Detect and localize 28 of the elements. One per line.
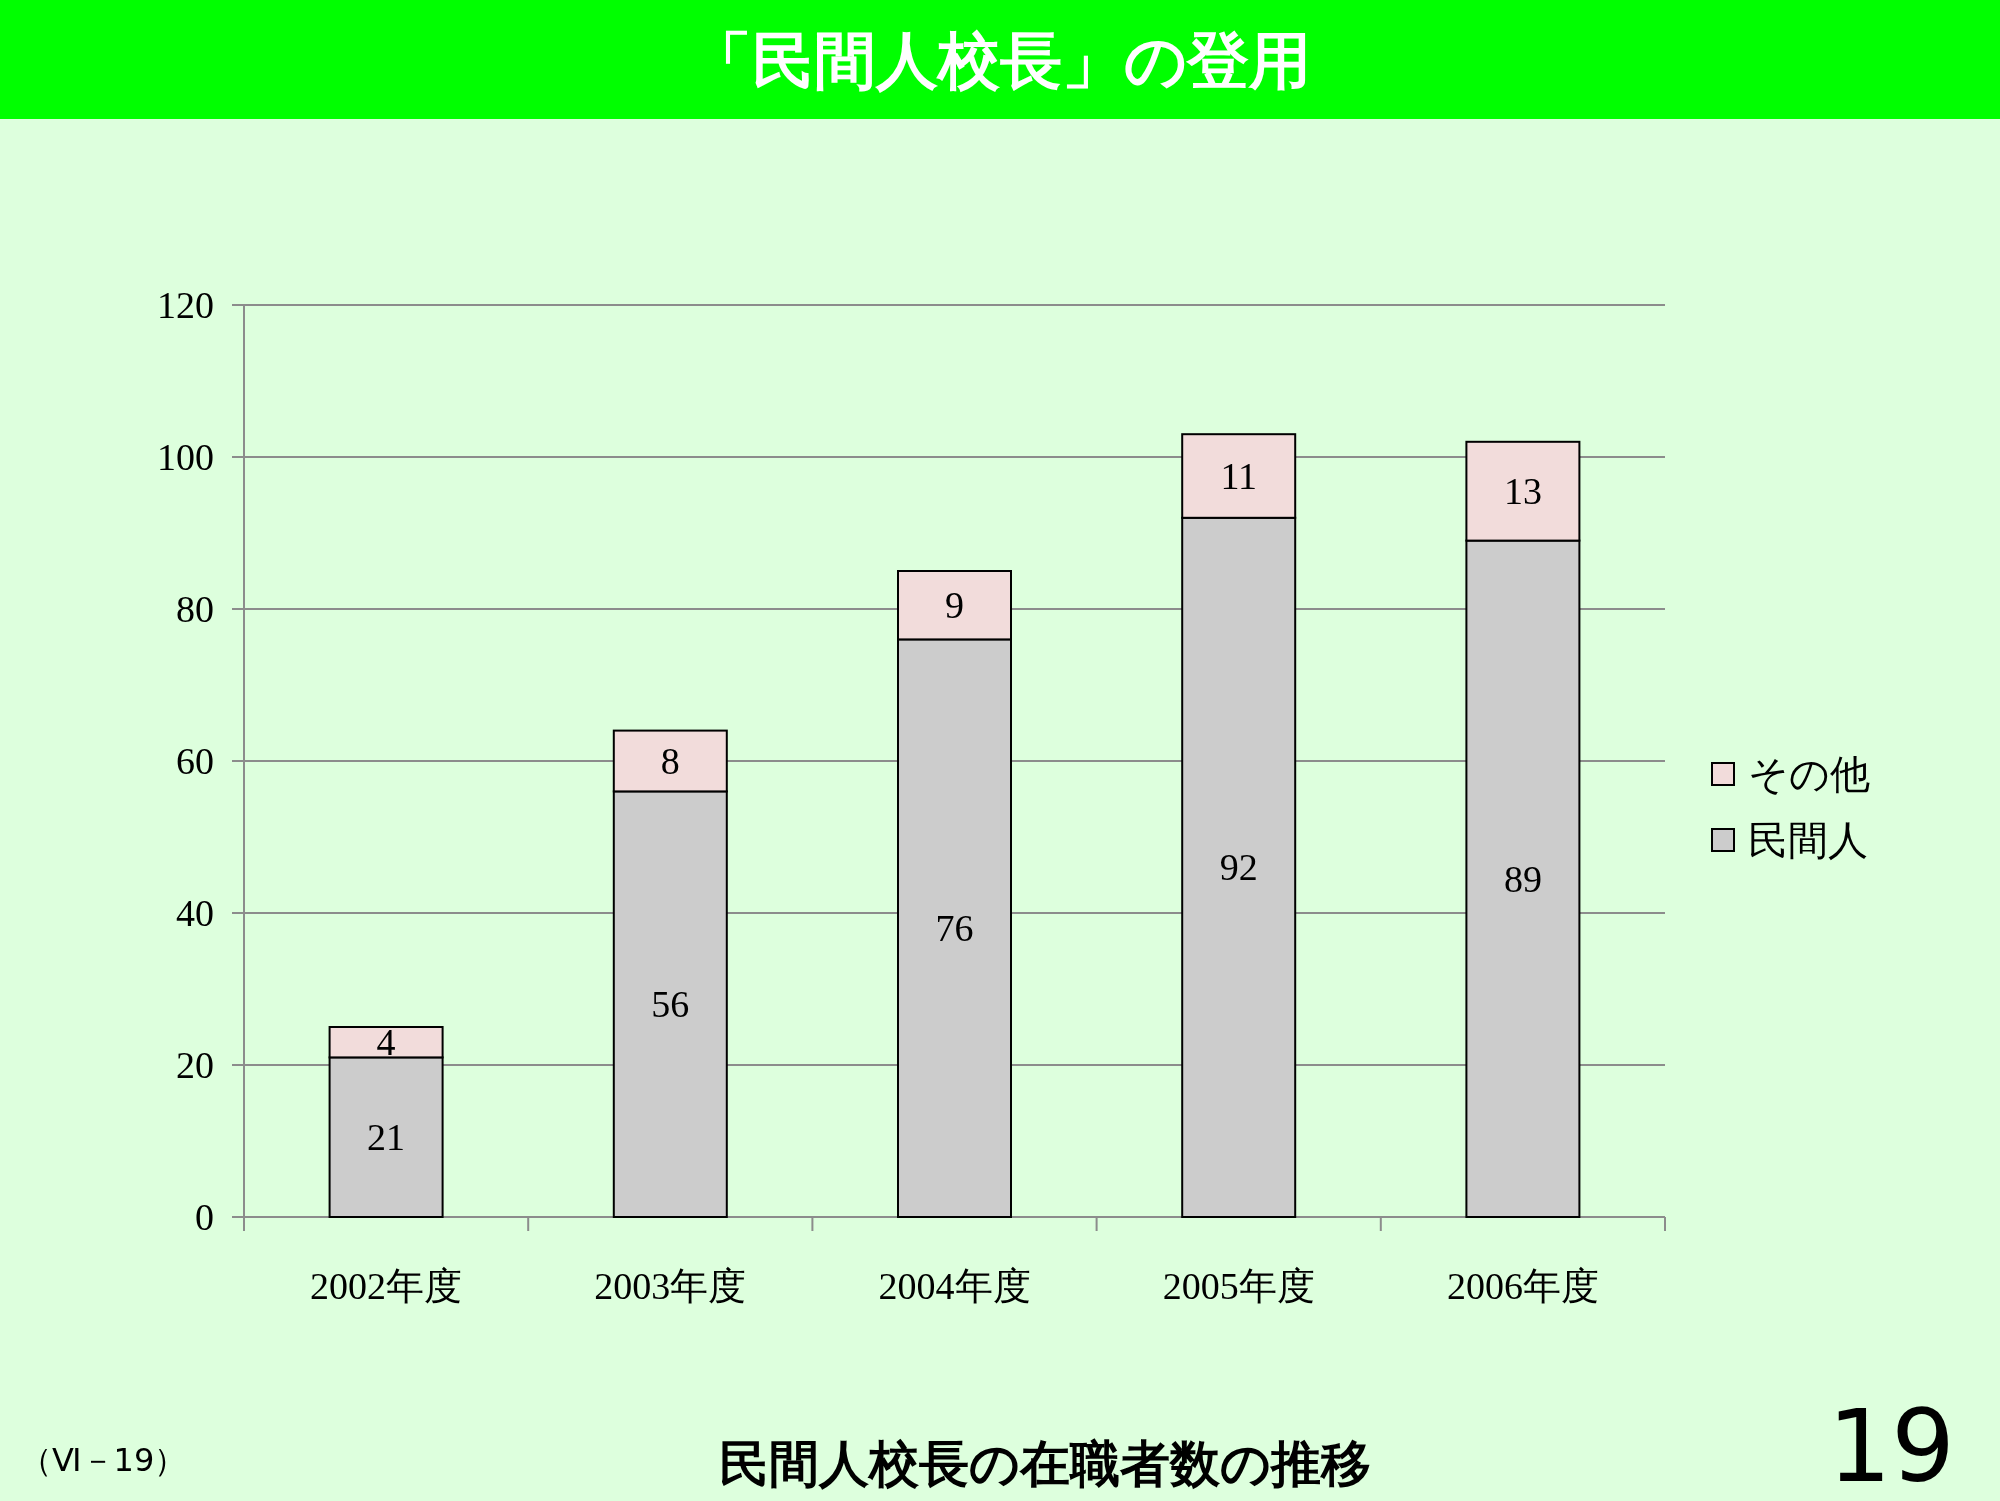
y-tick-label: 60 — [176, 740, 214, 782]
data-label: 76 — [935, 907, 974, 950]
y-tick-label: 20 — [176, 1044, 214, 1086]
data-label: 8 — [660, 740, 680, 782]
y-tick-label: 100 — [157, 436, 214, 478]
text: （Ⅵ－19） — [20, 1441, 187, 1479]
x-tick-label: 2002年度 — [310, 1265, 463, 1307]
x-tick-label: 2005年度 — [1162, 1265, 1315, 1307]
y-tick-label: 80 — [176, 588, 214, 630]
y-tick-label: 120 — [157, 284, 214, 326]
x-tick-label: 2003年度 — [594, 1265, 747, 1307]
x-tick-label: 2006年度 — [1446, 1265, 1599, 1307]
text: 民間人校長の在職者数の推移 — [719, 1435, 1371, 1493]
data-label: 92 — [1219, 846, 1258, 889]
x-tick-label: 2004年度 — [878, 1265, 1031, 1307]
text: 19 — [1827, 1387, 1955, 1501]
legend-label: 民間人 — [1748, 817, 1868, 863]
chart-title: 「民間人校長」の登用 — [689, 23, 1311, 97]
data-label: 56 — [651, 983, 690, 1026]
data-label: 89 — [1503, 857, 1542, 900]
legend-label: その他 — [1748, 751, 1870, 797]
data-label: 21 — [367, 1116, 406, 1159]
data-label: 11 — [1220, 455, 1257, 497]
data-label: 13 — [1503, 470, 1542, 513]
data-label: 4 — [376, 1021, 396, 1064]
data-label: 9 — [945, 584, 964, 627]
y-tick-label: 40 — [176, 892, 214, 934]
y-tick-label: 0 — [195, 1196, 214, 1238]
